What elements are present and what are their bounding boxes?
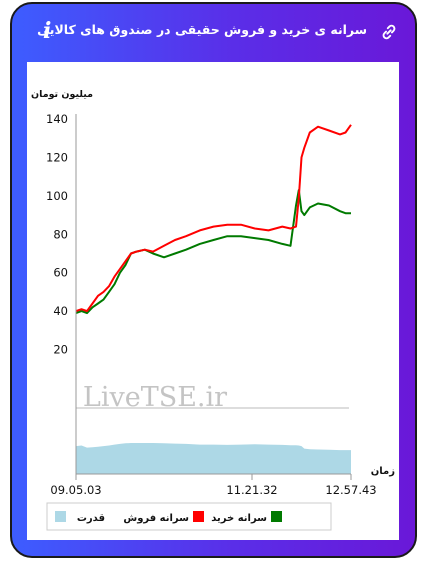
legend-buy-label[interactable]: سرانه خرید [211,513,267,524]
legend-buy-swatch [271,511,282,522]
y-axis-label: میلیون تومان [31,89,93,100]
chart-panel: میلیون تومان LiveTSE.ir 20 40 60 80 100 120 14… [27,62,399,540]
y-tick-label: 140 [46,112,68,126]
info-icon[interactable]: i [43,18,52,44]
y-tick-label: 120 [46,150,68,164]
legend-sell-swatch [193,511,204,522]
x-axis-label: زمان [371,466,395,477]
sell-line-series [75,124,352,313]
x-tick-label: 11.21.32 [226,483,277,497]
buy-line-series [75,189,351,315]
y-tick-label: 100 [46,189,68,203]
legend-sell-label[interactable]: سرانه فروش [123,513,189,524]
y-tick-label: 20 [53,343,68,357]
power-area-series [76,443,351,474]
y-tick-label: 40 [53,304,68,318]
x-tick-label: 09.05.03 [50,483,101,497]
legend-power-label[interactable]: قدرت [77,513,105,524]
y-tick-label: 60 [53,266,68,280]
x-tick-label: 12.57.43 [325,483,376,497]
link-icon[interactable] [379,22,399,42]
chart-title: سرانه ی خرید و فروش حقیقی در صندوق های ک… [37,22,367,37]
line-chart: میلیون تومان LiveTSE.ir 2040608010012014… [31,89,395,531]
legend-power-swatch [55,511,66,522]
legend-box [46,502,332,531]
y-tick-label: 80 [53,227,68,241]
card-header: i سرانه ی خرید و فروش حقیقی در صندوق های… [22,14,407,58]
